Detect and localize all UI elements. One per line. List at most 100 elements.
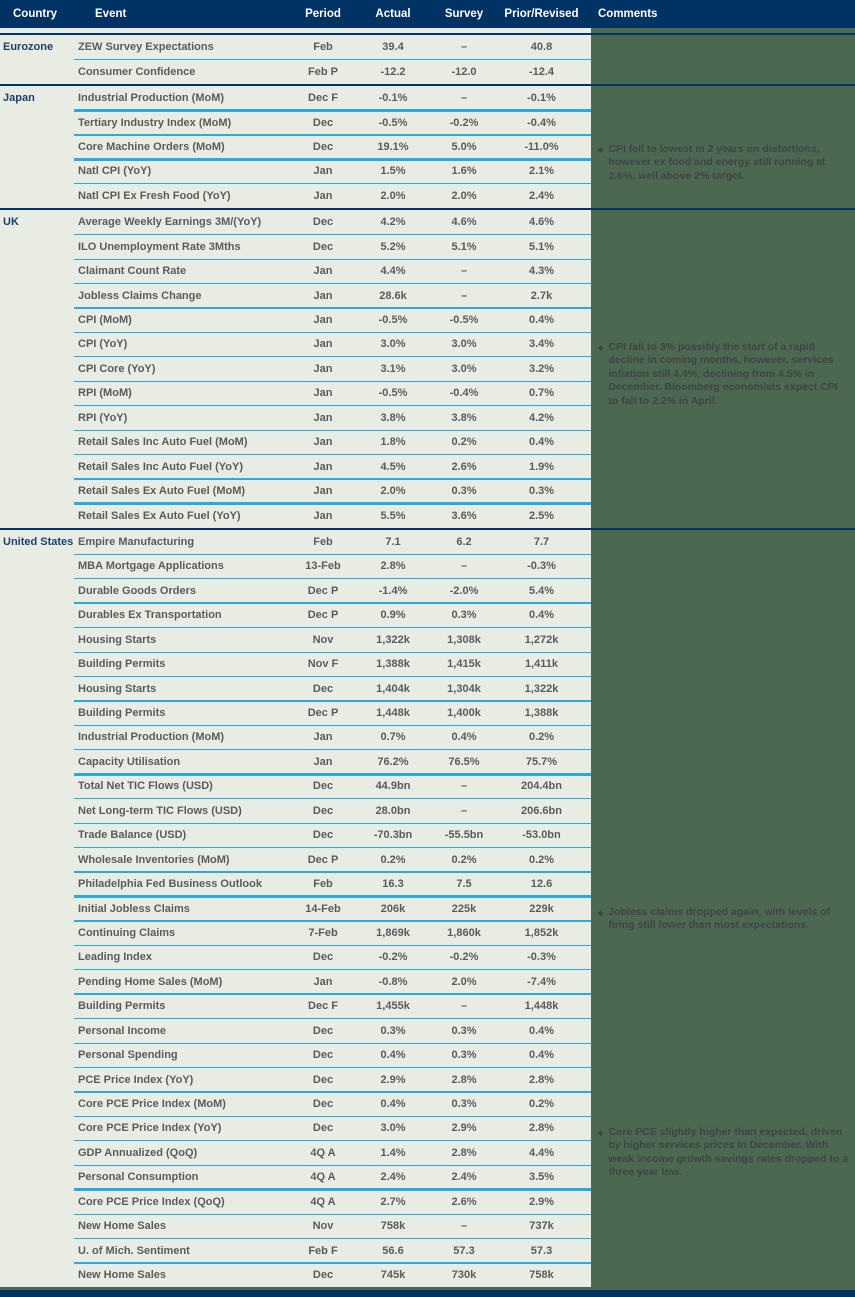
- event-cell: Durable Goods Orders: [78, 584, 196, 597]
- survey-cell: 0.2%: [451, 436, 477, 449]
- row-separator-line: [74, 895, 591, 898]
- actual-cell: 758k: [380, 1220, 406, 1233]
- period-cell: Feb: [313, 41, 333, 54]
- survey-cell: –: [460, 1220, 468, 1233]
- table-row: Retail Sales Ex Auto Fuel (MoM) Jan 2.0% 0.…: [0, 479, 855, 505]
- row-separator-line: [74, 1018, 591, 1020]
- row-separator-line: [74, 478, 591, 480]
- actual-cell: 1,455k: [376, 1000, 410, 1013]
- event-cell: Housing Starts: [78, 633, 157, 646]
- table-row: Continuing Claims 7-Feb 1,869k 1,860k 1,852k: [0, 921, 855, 946]
- event-cell: Average Weekly Earnings 3M/(YoY): [78, 216, 262, 229]
- event-cell: Initial Jobless Claims: [78, 902, 190, 915]
- actual-cell: -12.2: [380, 65, 406, 78]
- survey-cell: –: [460, 41, 468, 54]
- table-row: Personal Consumption 4Q A 2.4% 2.4% 3.5%: [0, 1165, 855, 1191]
- prior-revised-cell: 7.7: [533, 535, 550, 548]
- event-cell: Core PCE Price Index (MoM): [78, 1098, 226, 1111]
- actual-cell: 1.5%: [380, 165, 406, 178]
- period-cell: Dec P: [307, 853, 339, 866]
- prior-revised-cell: 2.1%: [528, 165, 555, 178]
- period-cell: Jan: [313, 165, 333, 178]
- country-label: United States: [3, 535, 74, 548]
- table-row: Initial Jobless Claims 14-Feb 206k 225k 229k: [0, 896, 855, 922]
- survey-cell: 1,400k: [447, 707, 481, 720]
- prior-revised-cell: -7.4%: [527, 975, 556, 988]
- period-cell: Nov: [312, 633, 334, 646]
- row-separator-line: [74, 183, 591, 185]
- prior-revised-cell: 737k: [529, 1220, 554, 1233]
- table-row: RPI (MoM) Jan -0.5% -0.4% 0.7%: [0, 381, 855, 407]
- prior-revised-cell: 0.2%: [528, 853, 555, 866]
- event-cell: RPI (MoM): [78, 387, 132, 400]
- table-row: Tertiary Industry Index (MoM) Dec -0.5% -0.…: [0, 110, 855, 136]
- actual-cell: 7.1: [385, 535, 401, 548]
- survey-cell: 2.0%: [451, 975, 477, 988]
- prior-revised-cell: 40.8: [530, 41, 553, 54]
- period-cell: Dec: [312, 1049, 334, 1062]
- prior-revised-cell: 229k: [529, 902, 554, 915]
- table-row: PCE Price Index (YoY) Dec 2.9% 2.8% 2.8%: [0, 1067, 855, 1094]
- period-cell: Jan: [313, 755, 333, 768]
- period-cell: Jan: [313, 189, 333, 202]
- survey-cell: -12.0: [451, 65, 477, 78]
- period-cell: Feb: [313, 535, 333, 548]
- row-separator-line: [74, 1115, 591, 1117]
- row-separator-line: [74, 454, 591, 456]
- table-row: CPI (MoM) Jan -0.5% -0.5% 0.4%: [0, 308, 855, 333]
- row-separator-line: [74, 798, 591, 800]
- actual-cell: 56.6: [382, 1244, 404, 1257]
- prior-revised-cell: 0.7%: [528, 387, 555, 400]
- event-cell: Industrial Production (MoM): [78, 92, 225, 105]
- event-cell: Net Long-term TIC Flows (USD): [78, 804, 242, 817]
- table-row: Personal Income Dec 0.3% 0.3% 0.4%: [0, 1019, 855, 1044]
- table-row: Trade Balance (USD) Dec -70.3bn -55.5bn -53.…: [0, 823, 855, 849]
- event-cell: MBA Mortgage Applications: [78, 560, 224, 573]
- row-separator-line: [74, 1164, 591, 1166]
- survey-cell: 730k: [451, 1269, 477, 1282]
- actual-cell: 1.4%: [380, 1146, 406, 1159]
- table-row: Wholesale Inventories (MoM) Dec P 0.2% 0.2%…: [0, 847, 855, 873]
- period-cell: Dec: [312, 1024, 334, 1037]
- event-cell: Building Permits: [78, 707, 166, 720]
- prior-revised-cell: -0.4%: [527, 116, 556, 129]
- prior-revised-cell: 75.7%: [525, 755, 558, 768]
- survey-cell: 2.8%: [451, 1146, 477, 1159]
- period-cell: Jan: [313, 338, 333, 351]
- row-separator-line: [74, 380, 591, 382]
- actual-cell: -0.2%: [378, 951, 408, 964]
- prior-revised-cell: 1,448k: [524, 1000, 559, 1013]
- actual-cell: 1,388k: [376, 658, 410, 671]
- prior-revised-cell: 12.6: [530, 878, 553, 891]
- row-separator-line: [74, 1188, 591, 1191]
- actual-cell: 76.2%: [377, 755, 409, 768]
- actual-cell: 16.3: [382, 878, 404, 891]
- prior-revised-cell: 1,411k: [524, 658, 559, 671]
- table-row: Retail Sales Inc Auto Fuel (MoM) Jan 1.8% 0…: [0, 430, 855, 456]
- prior-revised-cell: 3.2%: [528, 362, 555, 375]
- survey-cell: 57.3: [453, 1244, 475, 1257]
- event-cell: ILO Unemployment Rate 3Mths: [78, 240, 241, 253]
- survey-cell: 0.4%: [451, 731, 477, 744]
- survey-cell: –: [460, 780, 468, 793]
- period-cell: Dec: [312, 951, 334, 964]
- period-cell: Dec: [312, 780, 334, 793]
- table-row: Core Machine Orders (MoM) Dec 19.1% 5.0% -11…: [0, 135, 855, 161]
- event-cell: Capacity Utilisation: [78, 755, 181, 768]
- actual-cell: 28.0bn: [375, 804, 411, 817]
- event-cell: Personal Consumption: [78, 1171, 199, 1184]
- period-cell: Dec P: [307, 609, 339, 622]
- country-label: Japan: [3, 92, 35, 105]
- event-cell: Pending Home Sales (MoM): [78, 975, 223, 988]
- event-cell: GDP Annualized (QoQ): [78, 1146, 198, 1159]
- period-cell: Dec: [312, 1122, 334, 1135]
- event-cell: Core Machine Orders (MoM): [78, 140, 225, 153]
- row-separator-line: [74, 234, 591, 236]
- survey-cell: 3.0%: [451, 338, 477, 351]
- row-separator-line: [74, 1140, 591, 1142]
- prior-revised-cell: 0.2%: [528, 1098, 555, 1111]
- prior-revised-cell: 0.4%: [528, 1049, 555, 1062]
- prior-revised-cell: 5.1%: [528, 240, 555, 253]
- row-separator-line: [74, 1066, 591, 1069]
- prior-revised-cell: 0.4%: [528, 436, 555, 449]
